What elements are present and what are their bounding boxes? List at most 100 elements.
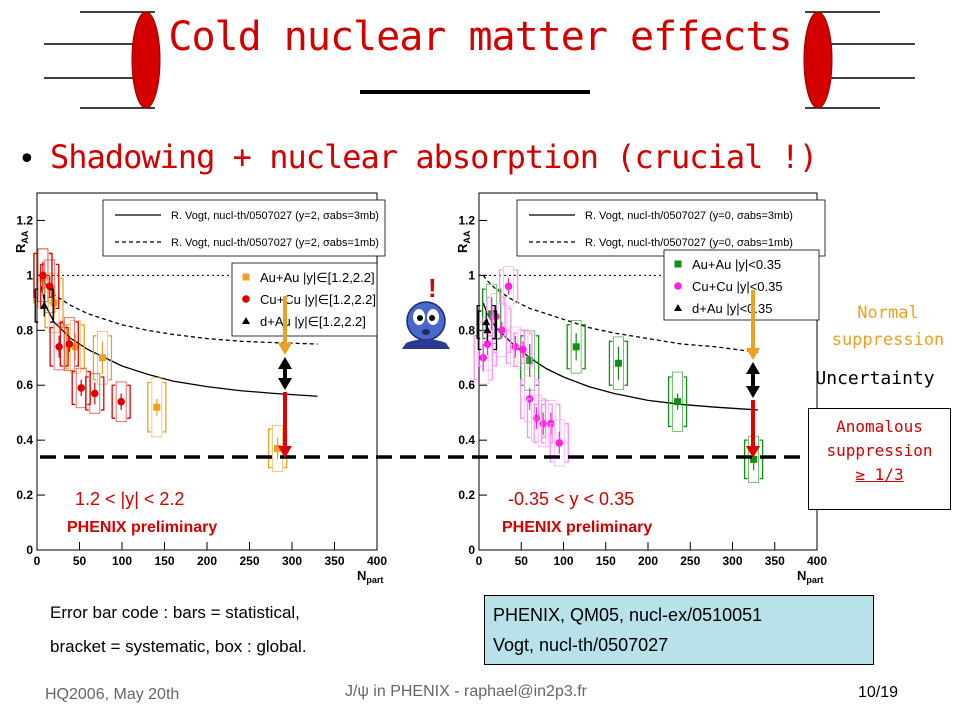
point-Cu+Cu |y|<0.35 <box>483 340 492 348</box>
point-Au+Au |y|<0.35 <box>614 359 622 367</box>
model-curve-solid <box>40 286 318 397</box>
x-tick-label: 150 <box>596 554 616 568</box>
title-underline <box>360 90 590 94</box>
point-d+Au |y|<0.35 <box>482 318 491 326</box>
y-tick-label: 0.6 <box>16 378 33 392</box>
phenix-preliminary-label: PHENIX preliminary <box>67 519 217 536</box>
systematic-bracket <box>533 403 538 444</box>
systematic-bracket <box>65 324 70 370</box>
reference-line-1: PHENIX, QM05, nucl-ex/0510051 <box>493 605 763 625</box>
systematic-bracket <box>493 310 498 351</box>
point-Au+Au |y|∈[1.2,2.2] <box>274 444 282 452</box>
systematic-bracket <box>486 296 490 337</box>
point-d+Au |y|∈[1.2,2.2] <box>40 301 49 309</box>
surprised-face-icon: ! <box>402 275 450 349</box>
y-tick-label: 0.2 <box>458 488 475 502</box>
systematic-bracket <box>520 379 524 419</box>
legend-model-label: R. Vogt, nucl-th/0507027 (y=2, σabs=1mb) <box>171 237 379 249</box>
systematic-bracket <box>624 340 629 386</box>
legend-model-label: R. Vogt, nucl-th/0507027 (y=0, σabs=3mb) <box>585 210 793 222</box>
global-box <box>524 375 536 423</box>
global-box <box>553 419 565 467</box>
systematic-bracket <box>565 423 569 463</box>
global-box <box>97 331 108 385</box>
y-tick-label: 1.2 <box>458 213 475 227</box>
global-box <box>613 336 624 391</box>
anomalous-line-1: Anomalous <box>836 417 923 436</box>
systematic-bracket <box>507 307 512 353</box>
y-tick-label: 0.6 <box>458 378 475 392</box>
x-tick-label: 250 <box>239 554 259 568</box>
global-box <box>503 266 514 307</box>
global-box <box>37 248 49 303</box>
footer-author: J/ψ in PHENIX - raphael@in2p3.fr <box>345 683 587 700</box>
arrow-normal-suppression-head <box>278 343 292 355</box>
arrow-anomalous-head <box>278 446 292 458</box>
error-bar-note-2: bracket = systematic, box : global. <box>50 637 307 656</box>
systematic-bracket <box>566 324 571 370</box>
x-tick-label: 50 <box>515 554 529 568</box>
legend-data-label: Au+Au |y|<0.35 <box>692 257 781 272</box>
point-Au+Au |y|∈[1.2,2.2] <box>153 403 161 411</box>
y-tick-label: 0 <box>468 543 475 557</box>
systematic-bracket <box>59 321 64 367</box>
y-tick-label: 0.2 <box>16 488 33 502</box>
x-tick-label: 100 <box>112 554 132 568</box>
x-tick-label: 350 <box>324 554 344 568</box>
point-Au+Au |y|∈[1.2,2.2] <box>98 354 106 362</box>
systematic-bracket <box>111 384 116 419</box>
systematic-bracket <box>743 439 748 480</box>
y-tick-label: 0 <box>26 543 33 557</box>
y-tick-label: 1.2 <box>16 213 33 227</box>
global-box <box>672 371 683 432</box>
x-tick-label: 300 <box>282 554 302 568</box>
rapidity-label: -0.35 < y < 0.35 <box>508 489 634 509</box>
x-axis-label: Npart <box>357 568 383 585</box>
y-tick-label: 0.8 <box>458 323 475 337</box>
footer-date: HQ2006, May 20th <box>45 686 180 703</box>
point-Cu+Cu |y|∈[1.2,2.2] <box>77 384 85 392</box>
x-tick-label: 400 <box>367 554 387 568</box>
legend-data-label: d+Au |y|∈[1.2,2.2] <box>260 314 366 329</box>
x-tick-label: 350 <box>765 554 785 568</box>
systematic-bracket <box>49 326 54 367</box>
systematic-bracket <box>81 324 85 370</box>
uncertainty-label: Uncertainty <box>815 368 935 389</box>
point-Au+Au |y|<0.35 <box>488 310 496 318</box>
systematic-bracket <box>34 288 39 323</box>
systematic-bracket <box>528 332 533 367</box>
systematic-bracket <box>513 332 517 367</box>
point-Cu+Cu |y|∈[1.2,2.2] <box>91 389 99 398</box>
systematic-bracket <box>541 403 545 444</box>
x-tick-label: 0 <box>34 554 41 568</box>
legend-marker <box>242 273 250 281</box>
legend-models <box>516 199 826 257</box>
systematic-bracket <box>482 288 486 340</box>
systematic-bracket <box>526 398 531 439</box>
point-d+Au |y|<0.35 <box>483 326 492 334</box>
systematic-bracket <box>50 288 54 323</box>
systematic-bracket <box>85 376 89 411</box>
anomalous-line-2: suppression <box>826 441 933 460</box>
systematic-bracket <box>683 376 688 428</box>
x-tick-label: 200 <box>638 554 658 568</box>
systematic-bracket <box>147 381 151 433</box>
x-tick-label: 400 <box>807 554 827 568</box>
arrow-uncertainty-head <box>278 378 292 390</box>
x-axis-label: Npart <box>797 568 823 585</box>
phenix-preliminary-label: PHENIX preliminary <box>502 519 652 536</box>
legend-marker <box>674 304 682 311</box>
point-Cu+Cu |y|∈[1.2,2.2] <box>55 342 63 351</box>
y-tick-label: 0.4 <box>458 433 475 447</box>
systematic-bracket <box>667 376 672 428</box>
legend-models <box>102 199 386 257</box>
y-tick-label: 1 <box>26 268 33 282</box>
point-Au+Au |y|<0.35 <box>750 455 758 463</box>
y-axis-label: RAA <box>455 230 472 253</box>
systematic-bracket <box>535 335 540 386</box>
systematic-bracket <box>549 423 554 463</box>
slide-title: Cold nuclear matter effects <box>168 14 792 60</box>
global-box <box>517 329 529 370</box>
systematic-bracket <box>608 340 613 386</box>
systematic-bracket <box>71 370 76 406</box>
